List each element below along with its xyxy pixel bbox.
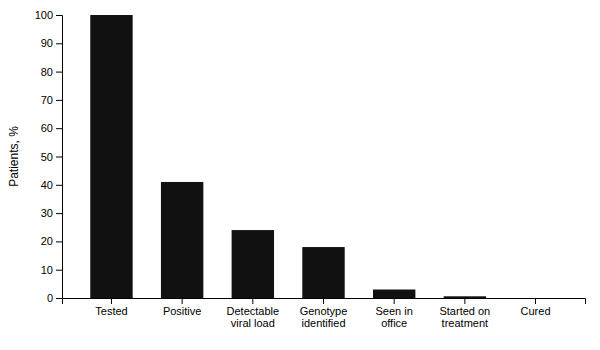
tick-label: 90 xyxy=(41,37,53,49)
y-axis-title: Patients, % xyxy=(7,126,21,187)
tick-mark xyxy=(252,298,253,304)
tick-mark xyxy=(56,15,62,16)
tick-mark xyxy=(56,298,62,299)
tick-label: Genotypeidentified xyxy=(300,305,348,330)
tick-label: Positive xyxy=(163,305,202,317)
tick-label: 0 xyxy=(47,292,53,304)
tick: 20 xyxy=(41,235,62,247)
tick-label: 20 xyxy=(41,235,53,247)
tick-mark xyxy=(56,185,62,186)
x-axis: Tested Positive Detectableviral load Genoty… xyxy=(63,298,586,329)
tick-mark xyxy=(111,298,112,304)
bar xyxy=(302,247,344,298)
tick-label-line: Seen in xyxy=(376,305,413,317)
tick: Positive xyxy=(163,298,202,317)
tick: Seen inoffice xyxy=(376,298,413,329)
tick: Genotypeidentified xyxy=(300,298,348,329)
plot: 0 10 20 30 40 50 60 70 80 90 100 Tested Positive Dete… xyxy=(7,9,586,329)
tick-label-line: Tested xyxy=(95,305,127,317)
tick-label: 30 xyxy=(41,207,53,219)
axis-line xyxy=(56,16,63,299)
tick-label: 80 xyxy=(41,66,53,78)
tick-label-line: Started on xyxy=(439,305,490,317)
tick-label-line: Genotype xyxy=(300,305,348,317)
tick-mark xyxy=(394,298,395,304)
tick: Detectableviral load xyxy=(227,298,280,329)
tick-mark xyxy=(56,43,62,44)
tick-mark xyxy=(535,298,536,304)
tick-label-line: Detectable xyxy=(227,305,280,317)
tick: Started ontreatment xyxy=(439,298,490,329)
bar xyxy=(232,230,274,298)
tick-label: 40 xyxy=(41,179,53,191)
tick-mark xyxy=(323,298,324,304)
tick-mark xyxy=(56,128,62,129)
tick-label-line: office xyxy=(381,317,407,329)
tick-label-line: Cured xyxy=(521,305,551,317)
tick: 100 xyxy=(35,9,62,21)
tick-label-line: treatment xyxy=(442,317,488,329)
bar xyxy=(444,296,486,298)
tick: Cured xyxy=(521,298,551,317)
tick-mark xyxy=(56,213,62,214)
tick-label: 10 xyxy=(41,264,53,276)
tick-mark xyxy=(56,241,62,242)
tick: 80 xyxy=(41,66,62,78)
tick: Tested xyxy=(95,298,127,317)
tick: 70 xyxy=(41,94,62,106)
tick-mark xyxy=(182,298,183,304)
tick: 0 xyxy=(47,292,62,304)
tick-label: Tested xyxy=(95,305,127,317)
bar xyxy=(373,290,415,298)
bar xyxy=(161,182,203,298)
tick-label: 70 xyxy=(41,94,53,106)
chart: 0 10 20 30 40 50 60 70 80 90 100 Tested Positive Dete… xyxy=(0,0,600,350)
tick-mark xyxy=(464,298,465,304)
tick-label: 100 xyxy=(35,9,53,21)
tick-label-line: Positive xyxy=(163,305,202,317)
bars xyxy=(90,15,486,298)
tick: 10 xyxy=(41,264,62,276)
tick: 50 xyxy=(41,151,62,163)
tick-label: Cured xyxy=(521,305,551,317)
tick-mark xyxy=(56,100,62,101)
tick: 30 xyxy=(41,207,62,219)
tick-mark xyxy=(56,72,62,73)
tick-label: 50 xyxy=(41,151,53,163)
tick-mark xyxy=(56,270,62,271)
tick-label: Started ontreatment xyxy=(439,305,490,330)
bar xyxy=(90,15,132,298)
y-axis: 0 10 20 30 40 50 60 70 80 90 100 xyxy=(35,9,63,304)
bar xyxy=(514,298,556,299)
tick-label-line: identified xyxy=(301,317,345,329)
tick-label-line: viral load xyxy=(231,317,275,329)
tick-label: Seen inoffice xyxy=(376,305,413,330)
tick-mark xyxy=(56,157,62,158)
axis-line xyxy=(63,299,586,305)
tick: 40 xyxy=(41,179,62,191)
tick: 60 xyxy=(41,122,62,134)
tick-label: 60 xyxy=(41,122,53,134)
tick: 90 xyxy=(41,37,62,49)
tick-label: Detectableviral load xyxy=(227,305,280,330)
